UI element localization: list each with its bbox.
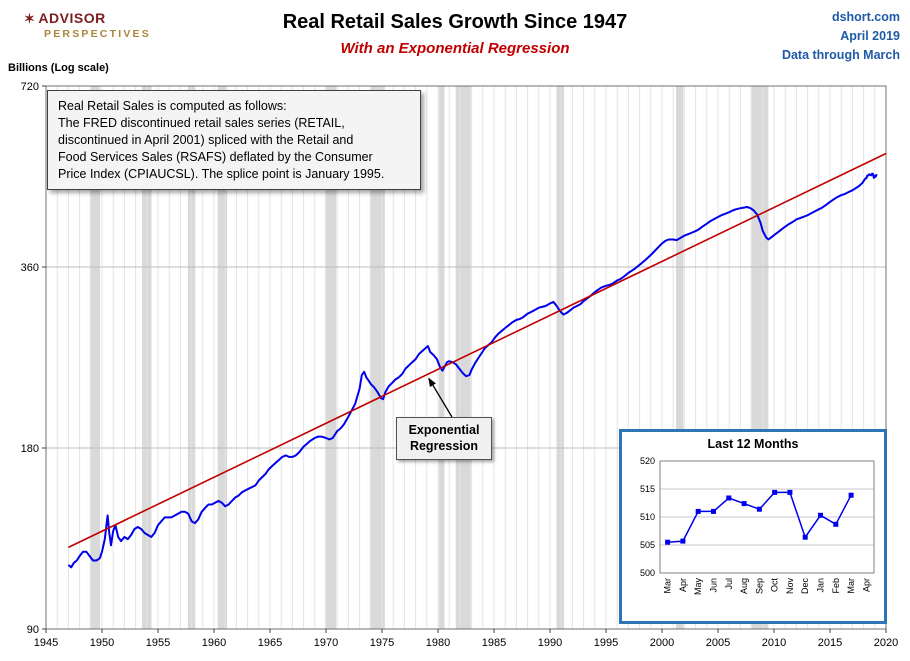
svg-text:2005: 2005 <box>706 637 730 649</box>
recession-band <box>556 86 564 629</box>
page-subtitle: With an Exponential Regression <box>340 40 570 57</box>
svg-text:Dec: Dec <box>800 578 810 595</box>
axis-tick-labels: 1945 1950 1955 1960 1965 1970 1975 1980 1985 1990… <box>21 81 899 649</box>
source-note: Data through March <box>781 47 900 62</box>
recession-band <box>89 86 101 629</box>
inset-plot-border <box>659 460 875 574</box>
recession-band <box>369 86 385 629</box>
data-point-marker <box>726 495 732 501</box>
data-point-marker <box>756 506 762 512</box>
exponential-regression-line <box>68 152 887 549</box>
svg-text:Jan: Jan <box>816 578 826 593</box>
svg-text:500: 500 <box>640 568 655 578</box>
svg-text:May: May <box>693 578 703 596</box>
recession-band <box>217 86 228 629</box>
svg-text:1985: 1985 <box>482 637 506 649</box>
recession-band <box>676 86 684 629</box>
svg-text:Oct: Oct <box>770 578 780 593</box>
svg-text:90: 90 <box>27 624 39 636</box>
compass-rose-icon: ✶ <box>24 11 36 26</box>
data-point-marker <box>665 539 671 545</box>
inset-data-series <box>665 489 854 545</box>
data-point-marker <box>711 508 716 514</box>
svg-text:Feb: Feb <box>831 578 841 594</box>
source-date: April 2019 <box>840 28 900 43</box>
svg-text:1980: 1980 <box>426 637 450 649</box>
data-point-marker <box>741 501 747 507</box>
svg-text:Jul: Jul <box>724 578 734 590</box>
data-point-marker <box>772 489 778 495</box>
logo-advisor-text: ADVISOR <box>38 10 106 26</box>
svg-text:Mar: Mar <box>846 578 856 594</box>
annotation-arrow <box>428 377 453 418</box>
last-12-months-inset: Last 12 Months 500 505 510 515 520 Mar Apr May J… <box>619 429 887 624</box>
inset-chart-canvas: 500 505 510 515 520 Mar Apr May Jun Jul Aug Sep Oct N… <box>640 456 875 595</box>
svg-text:1955: 1955 <box>146 637 170 649</box>
svg-text:180: 180 <box>21 443 39 455</box>
data-point-marker <box>848 492 854 498</box>
source-site: dshort.com <box>831 10 900 24</box>
inset-gridlines <box>660 460 874 574</box>
svg-text:1950: 1950 <box>90 637 114 649</box>
data-series <box>67 152 887 569</box>
svg-text:720: 720 <box>21 81 39 93</box>
data-point-marker <box>787 489 793 495</box>
svg-text:520: 520 <box>640 456 655 466</box>
recession-band <box>438 86 445 629</box>
source-block: dshort.com April 2019 Data through March <box>782 8 900 64</box>
svg-text:1960: 1960 <box>202 637 226 649</box>
data-point-marker <box>818 512 823 518</box>
svg-text:2020: 2020 <box>874 637 898 649</box>
inset-title: Last 12 Months <box>707 437 799 451</box>
svg-text:Nov: Nov <box>785 578 795 595</box>
svg-text:515: 515 <box>640 484 655 494</box>
data-point-marker <box>695 508 701 514</box>
data-point-marker <box>833 521 839 527</box>
svg-text:1990: 1990 <box>538 637 562 649</box>
svg-text:Mar: Mar <box>663 578 673 594</box>
svg-text:Apr: Apr <box>678 578 688 592</box>
methodology-note-box: Real Retail Sales is computed as follows… <box>47 90 421 191</box>
svg-text:2015: 2015 <box>818 637 842 649</box>
page-title: Real Retail Sales Growth Since 1947 <box>282 11 628 33</box>
svg-text:510: 510 <box>640 512 655 522</box>
exponential-regression-callout: Exponential Regression <box>396 417 492 460</box>
svg-text:Jun: Jun <box>709 578 719 593</box>
inset-axis-labels: 500 505 510 515 520 Mar Apr May Jun Jul Aug Sep Oct N… <box>640 456 871 595</box>
svg-text:1975: 1975 <box>370 637 394 649</box>
svg-text:1965: 1965 <box>258 637 282 649</box>
svg-text:2000: 2000 <box>650 637 674 649</box>
logo-perspectives-text: PERSPECTIVES <box>44 28 151 40</box>
svg-text:2010: 2010 <box>762 637 786 649</box>
recession-band <box>325 86 337 629</box>
logo-top-row: ✶ ADVISOR <box>24 10 151 27</box>
svg-text:505: 505 <box>640 540 655 550</box>
y-axis-unit-label: Billions (Log scale) <box>8 62 109 74</box>
svg-text:1995: 1995 <box>594 637 618 649</box>
svg-text:360: 360 <box>21 262 39 274</box>
svg-text:Apr: Apr <box>861 578 871 592</box>
real-retail-sales-line <box>67 172 878 569</box>
data-point-marker <box>802 534 808 540</box>
data-point-marker <box>680 538 686 544</box>
svg-text:1945: 1945 <box>34 637 58 649</box>
plot-border <box>45 85 887 630</box>
svg-text:Sep: Sep <box>754 578 764 594</box>
advisor-perspectives-logo: ✶ ADVISOR PERSPECTIVES <box>24 10 151 40</box>
svg-text:Aug: Aug <box>739 578 749 594</box>
svg-text:1970: 1970 <box>314 637 338 649</box>
